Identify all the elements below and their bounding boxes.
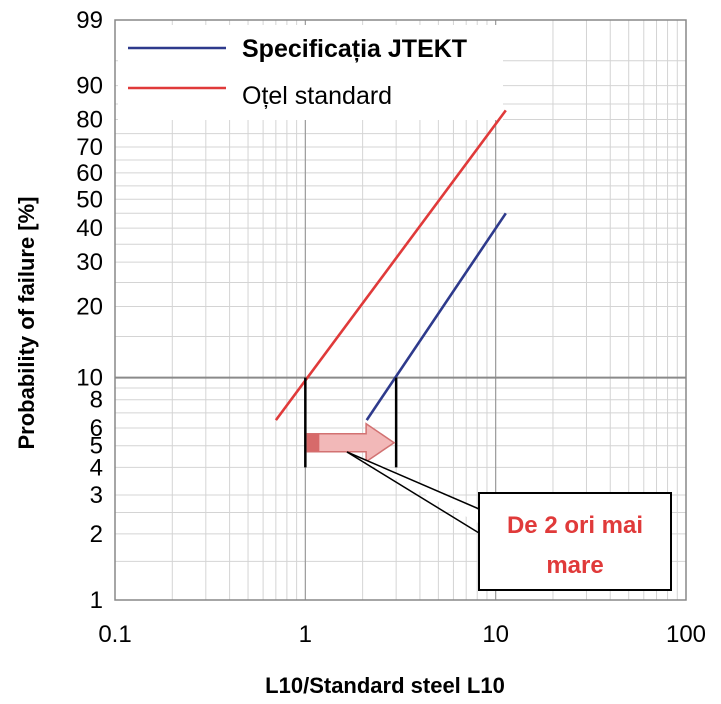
y-tick-label: 40 — [76, 215, 103, 242]
y-tick-label: 60 — [76, 160, 103, 187]
y-tick-label: 5 — [90, 433, 103, 460]
y-tick-label: 8 — [90, 387, 103, 414]
x-tick-label: 0.1 — [98, 621, 131, 648]
callout-text-line2: mare — [546, 552, 603, 579]
x-tick-label: 1 — [299, 621, 312, 648]
y-tick-label: 99 — [76, 7, 103, 34]
callout-text-line1: De 2 ori mai — [507, 512, 643, 539]
x-tick-labels: 0.1 1 10 100 — [98, 621, 706, 648]
series-lines — [274, 109, 507, 421]
y-tick-label: 4 — [90, 454, 103, 481]
series-line-jtekt — [365, 212, 507, 421]
legend-label-jtekt: Specificația JTEKT — [242, 35, 467, 63]
x-axis-title: L10/Standard steel L10 — [265, 673, 505, 698]
y-tick-label: 3 — [90, 482, 103, 509]
annotation: De 2 ori mai mare — [304, 377, 672, 591]
y-tick-label: 2 — [90, 521, 103, 548]
x-tick-label: 100 — [666, 621, 706, 648]
shift-arrow-tail — [307, 433, 320, 452]
legend-label-standard: Oțel standard — [242, 82, 392, 110]
callout-pointer-edge — [346, 451, 480, 510]
y-tick-label: 80 — [76, 107, 103, 134]
callout-pointer-fill — [347, 452, 489, 529]
y-tick-label: 1 — [90, 587, 103, 614]
y-tick-label: 30 — [76, 249, 103, 276]
y-tick-label: 10 — [76, 365, 103, 392]
y-tick-label: 90 — [76, 73, 103, 100]
plot-frame — [114, 19, 687, 601]
callout-pointer-edge — [346, 451, 480, 534]
callout-box — [478, 492, 672, 591]
y-tick-label: 70 — [76, 134, 103, 161]
y-tick-label: 50 — [76, 186, 103, 213]
legend: Specificația JTEKT Oțel standard — [118, 25, 503, 120]
series-line-standard — [274, 109, 507, 421]
shift-arrow — [306, 422, 396, 464]
y-axis-title: Probability of failure [%] — [14, 196, 39, 449]
x-tick-label: 10 — [482, 621, 509, 648]
y-tick-label: 6 — [90, 415, 103, 442]
y-tick-label: 20 — [76, 294, 103, 321]
